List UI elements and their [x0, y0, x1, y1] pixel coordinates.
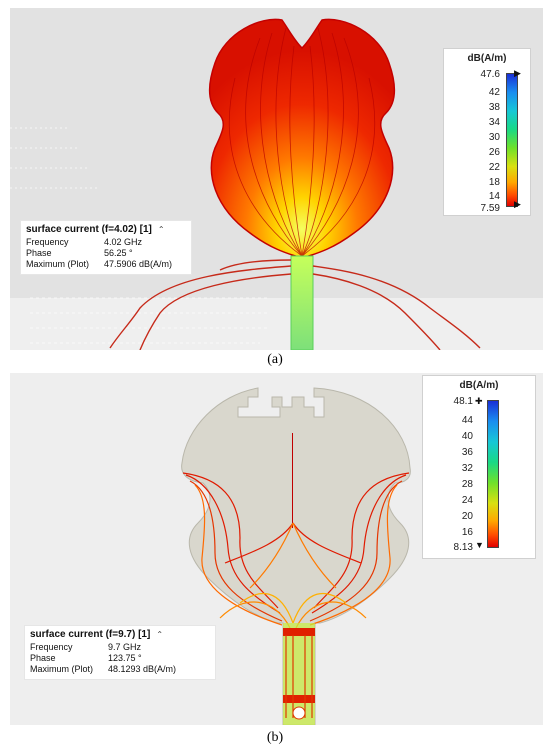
legend-tick: 18	[488, 177, 500, 188]
legend-colorbar-a	[506, 73, 518, 207]
legend-tick: 26	[488, 147, 500, 158]
radiator-patch-a	[209, 18, 395, 259]
legend-tick: 40	[461, 431, 473, 442]
center-slot-b	[292, 433, 293, 528]
legend-tick: 32	[461, 463, 473, 474]
collapse-icon[interactable]: ⌃	[157, 225, 165, 234]
legend-tick: 24	[461, 495, 473, 506]
current-streamlines-a	[228, 27, 376, 257]
legend-tick: 20	[461, 511, 473, 522]
info-row: Maximum (Plot) 47.5906 dB(A/m)	[26, 259, 173, 269]
panel-a: dB(A/m) ▶ ▶ 47.6 42 38 34 30 26 22 18 14…	[10, 8, 543, 350]
legend-unit-b: dB(A/m)	[459, 380, 499, 391]
color-legend-a: dB(A/m) ▶ ▶ 47.6 42 38 34 30 26 22 18 14…	[443, 48, 531, 216]
legend-tick: 16	[461, 527, 473, 538]
legend-tick: 14	[488, 191, 500, 202]
legend-min-arrow-a: ▶	[514, 199, 521, 209]
info-box-a: surface current (f=4.02) [1] ⌃ Frequency 4…	[20, 220, 192, 275]
legend-unit-a: dB(A/m)	[467, 53, 507, 64]
legend-max-b: 48.1	[453, 396, 473, 407]
legend-max-arrow-b: ✚	[475, 396, 483, 406]
collapse-icon[interactable]: ⌃	[156, 630, 164, 639]
legend-tick: 30	[488, 132, 500, 143]
surface-current-plot-b	[181, 387, 411, 725]
legend-tick: 42	[488, 87, 500, 98]
color-legend-b: dB(A/m) ✚ ▼ 48.1 44 40 36 32 28 24 20 16…	[422, 375, 536, 559]
legend-max-arrow-a: ▶	[514, 68, 521, 78]
info-title-a: surface current (f=4.02) [1]	[26, 224, 152, 235]
feed-line-a	[290, 255, 314, 350]
legend-min-b: 8.13	[453, 542, 473, 553]
ground-strips-a	[109, 259, 481, 350]
legend-max-a: 47.6	[480, 69, 500, 80]
legend-tick: 28	[461, 479, 473, 490]
info-box-b: surface current (f=9.7) [1] ⌃ Frequency 9.…	[24, 625, 216, 680]
info-title-b: surface current (f=9.7) [1]	[30, 629, 151, 640]
caption-a: (a)	[267, 352, 283, 367]
ground-plane-traces-a	[10, 127, 270, 344]
info-row: Frequency 4.02 GHz	[26, 237, 143, 247]
legend-tick: 34	[488, 117, 500, 128]
surface-current-plot-a	[10, 18, 543, 350]
info-row: Phase 56.25 °	[26, 248, 133, 258]
legend-tick: 36	[461, 447, 473, 458]
legend-tick: 22	[488, 162, 500, 173]
legend-tick: 38	[488, 102, 500, 113]
info-row: Frequency 9.7 GHz	[30, 642, 142, 652]
legend-min-arrow-b: ▼	[475, 540, 484, 550]
caption-b: (b)	[266, 730, 284, 745]
info-row: Maximum (Plot) 48.1293 dB(A/m)	[30, 664, 177, 674]
panel-b: dB(A/m) ✚ ▼ 48.1 44 40 36 32 28 24 20 16…	[10, 373, 543, 725]
legend-min-a: 7.59	[480, 203, 500, 214]
current-streamlines-b	[182, 472, 410, 629]
feed-port-b	[292, 706, 306, 720]
legend-colorbar-b	[487, 400, 499, 548]
legend-tick: 44	[461, 415, 473, 426]
info-row: Phase 123.75 °	[30, 653, 142, 663]
